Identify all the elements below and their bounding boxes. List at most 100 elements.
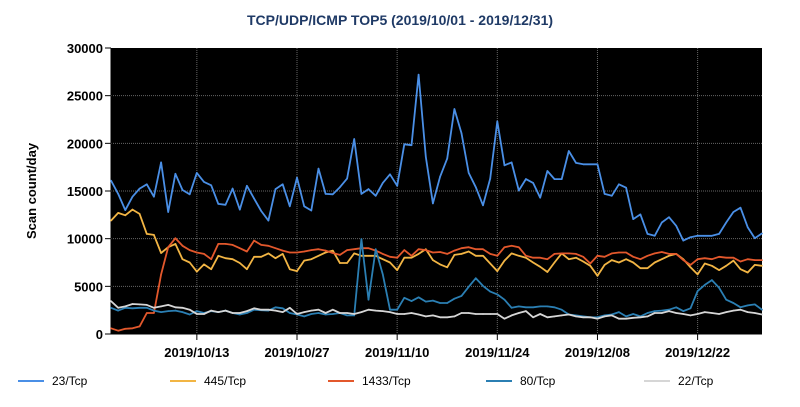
data-point-22-tcp xyxy=(589,316,592,319)
data-point-1433-tcp xyxy=(339,254,341,256)
data-point-1433-tcp xyxy=(367,247,370,249)
data-point-80-tcp xyxy=(403,297,406,299)
data-point-1433-tcp xyxy=(496,255,499,257)
data-point-23-tcp xyxy=(303,205,306,208)
data-point-445-tcp xyxy=(503,259,506,262)
data-point-80-tcp xyxy=(382,273,384,276)
data-point-22-tcp xyxy=(575,315,577,318)
data-point-23-tcp xyxy=(389,173,391,176)
legend-item-22-tcp[interactable]: 22/Tcp xyxy=(644,374,714,388)
legend-label: 445/Tcp xyxy=(204,374,246,388)
data-point-80-tcp xyxy=(754,303,756,306)
data-point-80-tcp xyxy=(417,296,420,299)
data-point-23-tcp xyxy=(453,108,456,110)
data-point-445-tcp xyxy=(281,253,284,255)
data-point-1433-tcp xyxy=(131,327,134,330)
data-point-23-tcp xyxy=(746,226,749,228)
data-point-23-tcp xyxy=(253,197,255,200)
data-point-445-tcp xyxy=(153,234,155,236)
data-point-445-tcp xyxy=(310,258,313,261)
data-point-445-tcp xyxy=(267,252,270,255)
data-point-22-tcp xyxy=(260,308,263,311)
data-point-22-tcp xyxy=(696,313,699,315)
data-point-80-tcp xyxy=(682,310,685,312)
data-point-1433-tcp xyxy=(224,243,227,245)
data-point-80-tcp xyxy=(303,315,306,318)
data-point-22-tcp xyxy=(181,307,184,309)
data-point-445-tcp xyxy=(410,256,413,259)
data-point-445-tcp xyxy=(210,268,212,271)
data-point-1433-tcp xyxy=(253,239,255,242)
data-point-445-tcp xyxy=(711,265,713,267)
data-point-1433-tcp xyxy=(460,247,463,249)
data-point-80-tcp xyxy=(632,313,634,315)
data-point-22-tcp xyxy=(253,307,255,310)
data-point-1433-tcp xyxy=(603,255,606,258)
data-point-23-tcp xyxy=(532,182,534,184)
data-point-23-tcp xyxy=(582,163,584,166)
series-23-tcp xyxy=(110,73,763,242)
data-point-445-tcp xyxy=(653,261,656,264)
data-point-22-tcp xyxy=(160,305,162,308)
data-point-445-tcp xyxy=(639,267,642,270)
data-point-1433-tcp xyxy=(425,249,427,251)
data-point-445-tcp xyxy=(274,257,277,260)
data-point-22-tcp xyxy=(518,312,520,314)
data-point-1433-tcp xyxy=(611,252,613,255)
data-point-23-tcp xyxy=(138,187,141,190)
data-point-23-tcp xyxy=(425,155,427,158)
data-point-22-tcp xyxy=(382,310,384,312)
data-point-80-tcp xyxy=(410,300,413,302)
data-point-445-tcp xyxy=(289,268,291,271)
data-point-80-tcp xyxy=(618,311,620,313)
y-tick-label: 0 xyxy=(96,327,103,342)
data-point-23-tcp xyxy=(353,138,356,140)
y-tick-label: 25000 xyxy=(67,89,103,104)
data-point-22-tcp xyxy=(403,313,406,315)
data-point-1433-tcp xyxy=(746,258,749,261)
data-point-1433-tcp xyxy=(560,252,563,255)
data-point-445-tcp xyxy=(246,268,248,271)
data-point-445-tcp xyxy=(138,213,141,215)
data-point-445-tcp xyxy=(761,265,763,267)
data-point-1433-tcp xyxy=(403,249,406,251)
data-point-23-tcp xyxy=(596,163,599,166)
data-point-23-tcp xyxy=(446,157,449,160)
data-point-1433-tcp xyxy=(188,249,191,251)
data-point-445-tcp xyxy=(689,266,692,269)
data-point-22-tcp xyxy=(274,309,277,312)
data-point-22-tcp xyxy=(203,313,205,315)
y-tick-label: 5000 xyxy=(74,279,103,294)
data-point-23-tcp xyxy=(675,225,677,227)
data-point-23-tcp xyxy=(711,235,713,237)
data-point-1433-tcp xyxy=(303,250,306,253)
data-point-1433-tcp xyxy=(754,259,756,261)
data-point-22-tcp xyxy=(625,317,627,320)
data-point-80-tcp xyxy=(346,314,348,317)
data-point-80-tcp xyxy=(725,298,727,301)
x-tick-label: 2019/12/22 xyxy=(665,345,730,360)
data-point-80-tcp xyxy=(167,310,169,312)
data-point-22-tcp xyxy=(425,315,427,318)
legend-label: 1433/Tcp xyxy=(362,374,411,388)
data-point-1433-tcp xyxy=(639,258,642,261)
data-point-1433-tcp xyxy=(317,248,320,250)
legend-item-445-tcp[interactable]: 445/Tcp xyxy=(170,374,246,388)
data-point-23-tcp xyxy=(260,210,263,212)
data-point-1433-tcp xyxy=(618,251,620,254)
y-axis-label: Scan count/day xyxy=(24,142,39,239)
legend-item-23-tcp[interactable]: 23/Tcp xyxy=(18,374,88,388)
data-point-23-tcp xyxy=(761,232,763,235)
data-point-22-tcp xyxy=(546,316,549,319)
data-point-23-tcp xyxy=(482,204,484,207)
data-point-22-tcp xyxy=(124,305,127,308)
data-point-22-tcp xyxy=(668,310,670,312)
data-point-445-tcp xyxy=(324,251,327,254)
grid xyxy=(111,48,762,334)
data-point-1433-tcp xyxy=(704,257,706,260)
data-point-23-tcp xyxy=(403,143,406,146)
data-point-445-tcp xyxy=(603,264,606,266)
legend-item-1433-tcp[interactable]: 1433/Tcp xyxy=(328,374,411,388)
legend-item-80-tcp[interactable]: 80/Tcp xyxy=(486,374,556,388)
data-point-445-tcp xyxy=(296,270,298,272)
